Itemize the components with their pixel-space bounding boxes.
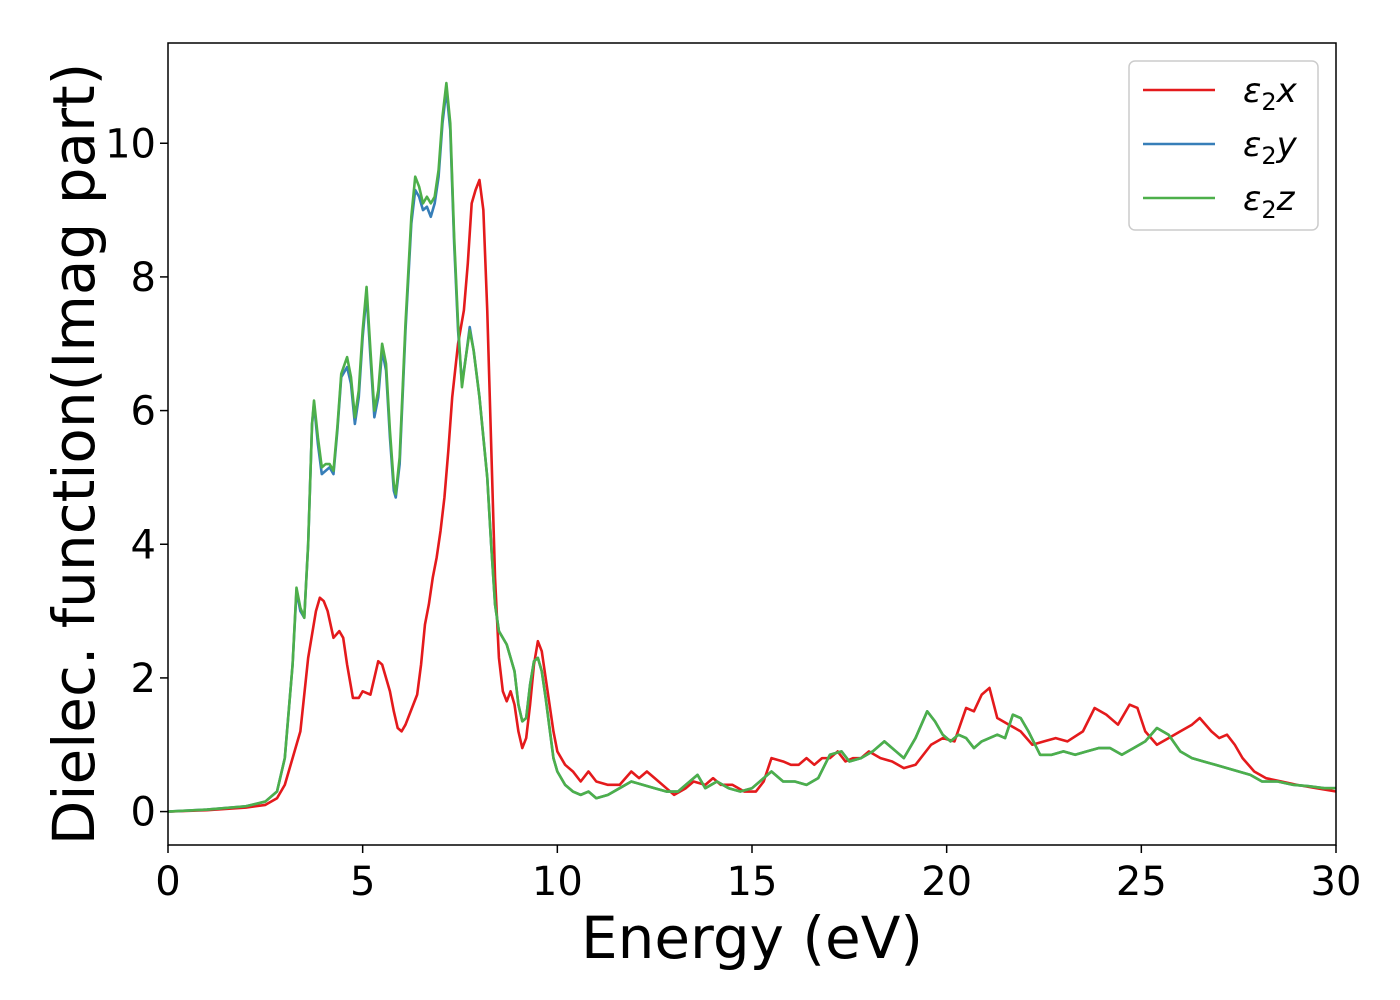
legend-subscript: 2 (1261, 88, 1276, 116)
x-axis: 0 5 10 15 20 25 30 (155, 845, 1361, 905)
x-tick-label: 30 (1311, 859, 1362, 905)
y-tick-label: 2 (131, 656, 156, 702)
y-tick-label: 8 (131, 255, 156, 301)
y-tick-label: 0 (131, 790, 156, 836)
legend-box (1128, 60, 1319, 231)
series-line-x (168, 178, 1336, 813)
legend-component: x (1276, 71, 1298, 111)
legend-subscript: 2 (1261, 196, 1276, 224)
x-tick-label: 20 (921, 859, 972, 905)
y-tick-label: 4 (131, 522, 156, 568)
x-tick-label: 15 (727, 859, 778, 905)
y-tick-label: 10 (105, 121, 156, 167)
x-tick-label: 10 (532, 859, 583, 905)
legend-label-z: ε2z (1243, 179, 1296, 224)
legend-epsilon: ε (1243, 179, 1261, 219)
legend-subscript: 2 (1261, 142, 1276, 170)
x-tick-label: 0 (155, 859, 180, 905)
legend-component: z (1276, 179, 1296, 219)
series-layer (168, 81, 1336, 813)
legend-label-x: ε2x (1243, 71, 1298, 116)
legend-label-y: ε2y (1243, 125, 1298, 170)
legend-component: y (1276, 125, 1298, 165)
x-tick-label: 25 (1116, 859, 1167, 905)
legend-epsilon: ε (1243, 71, 1261, 111)
x-axis-title: Energy (eV) (581, 904, 923, 972)
y-tick-label: 6 (131, 389, 156, 435)
x-tick-label: 5 (350, 859, 375, 905)
y-axis-title: Dielec. function(Imag part) (40, 63, 108, 846)
y-axis: 0 2 4 6 8 10 (105, 121, 168, 836)
legend-epsilon: ε (1243, 125, 1261, 165)
series-line-z (168, 81, 1336, 813)
